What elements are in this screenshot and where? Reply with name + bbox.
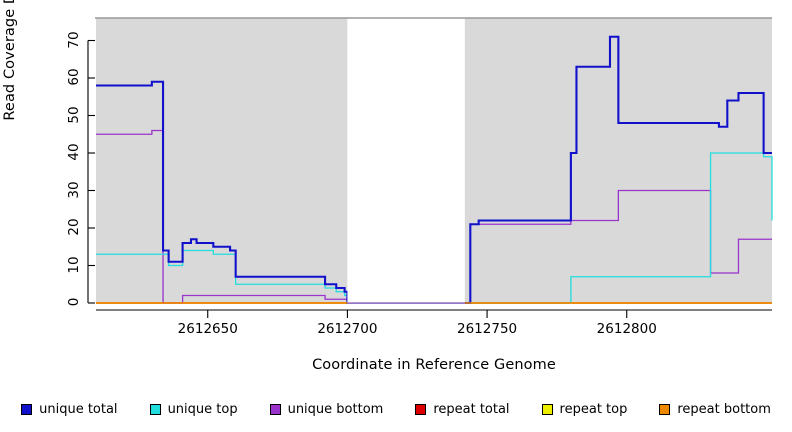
legend-item[interactable]: repeat total xyxy=(415,401,510,417)
legend-swatch-icon xyxy=(541,403,553,415)
legend-swatch-icon xyxy=(269,403,281,415)
x-tick-label: 2612700 xyxy=(317,321,378,337)
legend-label: unique top xyxy=(167,401,238,417)
legend-label: unique bottom xyxy=(287,401,384,417)
x-tick-label: 2612750 xyxy=(457,321,518,337)
y-tick-label: 30 xyxy=(66,180,82,199)
legend-item[interactable]: unique bottom xyxy=(269,401,384,417)
legend-label: repeat total xyxy=(433,401,510,417)
legend-item[interactable]: unique top xyxy=(149,401,238,417)
legend-label: repeat top xyxy=(559,401,628,417)
legend-label: unique total xyxy=(39,401,118,417)
legend-swatch-icon xyxy=(21,403,33,415)
x-tick-label: 2612650 xyxy=(177,321,238,337)
y-tick-label: 50 xyxy=(66,105,82,124)
legend-swatch-icon xyxy=(659,403,671,415)
series-line-unique-top xyxy=(96,152,773,304)
legend-swatch-icon xyxy=(415,403,427,415)
y-tick-label: 10 xyxy=(66,255,82,274)
y-tick-label: 60 xyxy=(66,68,82,86)
legend-item[interactable]: unique total xyxy=(21,401,118,417)
y-tick-label: 20 xyxy=(66,218,82,236)
legend-label: repeat bottom xyxy=(677,401,771,417)
y-tick-label: 70 xyxy=(66,30,82,49)
legend-swatch-icon xyxy=(149,403,161,415)
y-axis-title: Read Coverage Depth xyxy=(2,0,18,121)
y-tick-label: 40 xyxy=(66,143,82,161)
plot-background-left xyxy=(96,18,348,303)
legend-item[interactable]: repeat top xyxy=(541,401,628,417)
chart-legend: unique total unique top unique bottom repea… xyxy=(0,398,792,420)
series-line-unique-total xyxy=(96,35,772,305)
masked-region-overlay xyxy=(347,19,465,303)
x-tick-label: 2612800 xyxy=(596,321,657,337)
x-axis-title: Coordinate in Reference Genome xyxy=(312,357,556,373)
legend-item[interactable]: repeat bottom xyxy=(659,402,771,417)
y-tick-label: 0 xyxy=(66,297,82,307)
